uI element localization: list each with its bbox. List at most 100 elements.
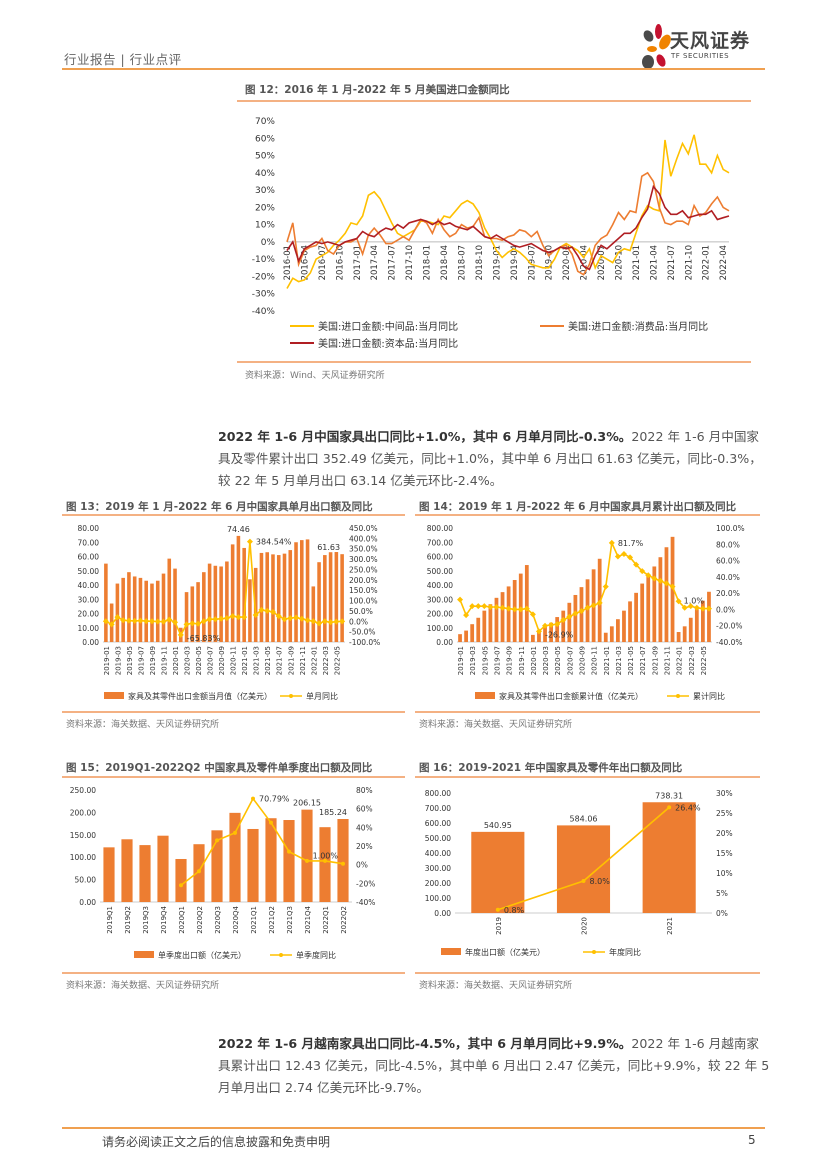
x-tick-label: 2016-07 bbox=[318, 245, 328, 281]
x-tick-label: 2020-09 bbox=[578, 646, 586, 675]
x-tick-label: 2019Q4 bbox=[160, 905, 168, 933]
line-point bbox=[206, 616, 213, 623]
line-point bbox=[200, 618, 207, 625]
bar bbox=[271, 554, 275, 642]
line-point bbox=[511, 606, 518, 613]
x-tick-label: 2020-05 bbox=[554, 646, 562, 675]
fig15-top-rule bbox=[62, 776, 405, 778]
footer-divider bbox=[62, 1127, 765, 1129]
data-label: 738.31 bbox=[655, 791, 683, 800]
fig14-title: 图 14：2019 年 1 月-2022 年 6 月中国家具月累计出口额及同比 bbox=[419, 501, 737, 513]
line-point bbox=[663, 580, 670, 587]
bar bbox=[121, 839, 133, 902]
fig13-source: 资料来源：海关数据、天风证券研究所 bbox=[66, 720, 220, 730]
line-point bbox=[560, 617, 567, 624]
bar bbox=[470, 624, 475, 642]
line-point bbox=[596, 599, 603, 606]
line-point bbox=[705, 605, 712, 612]
x-tick-label: 2020Q3 bbox=[214, 906, 222, 934]
x-tick-label: 2020 bbox=[581, 917, 589, 935]
legend-marker-icon bbox=[676, 694, 680, 698]
x-tick-label: 2019-05 bbox=[481, 646, 489, 675]
x-tick-label: 2021Q4 bbox=[304, 905, 312, 933]
legend-bar-swatch bbox=[134, 951, 154, 958]
data-label: 70.79% bbox=[259, 795, 290, 804]
data-label: 185.24 bbox=[319, 808, 347, 817]
bar bbox=[652, 566, 657, 642]
y-right-tick-label: 20% bbox=[716, 829, 733, 838]
x-tick-label: 2019-09 bbox=[506, 646, 514, 675]
x-tick-label: 2021-10 bbox=[684, 245, 694, 281]
y-left-tick-label: 700.00 bbox=[425, 804, 451, 813]
y-left-tick-label: 50.00 bbox=[78, 567, 100, 576]
header-divider bbox=[62, 68, 765, 70]
line-point bbox=[287, 849, 291, 854]
x-tick-label: 2022-05 bbox=[333, 646, 341, 675]
x-tick-label: 2020-03 bbox=[184, 646, 192, 675]
disclaimer-link[interactable]: 请务必阅读正文之后的信息披露和免责申明 bbox=[102, 1135, 331, 1149]
x-tick-label: 2017-01 bbox=[353, 245, 363, 281]
line-point bbox=[131, 617, 138, 624]
x-tick-label: 2021-09 bbox=[651, 646, 659, 675]
data-label: 584.06 bbox=[570, 814, 598, 823]
x-tick-label: 2016-04 bbox=[300, 245, 310, 281]
y-right-tick-label: 80.0% bbox=[716, 540, 740, 549]
legend-bar-swatch bbox=[441, 948, 461, 955]
paragraph-body: 2022 年 1-6 月中国家具及零件累计出口 352.49 亿美元，同比+1.… bbox=[218, 429, 762, 488]
x-tick-label: 2019-07 bbox=[527, 245, 537, 281]
x-tick-label: 2020-01 bbox=[530, 646, 538, 675]
y-left-tick-label: 100.00 bbox=[425, 894, 451, 903]
legend-swatch bbox=[540, 324, 564, 327]
line-point bbox=[108, 621, 115, 628]
x-tick-label: 2020-11 bbox=[591, 646, 599, 675]
y-left-tick-label: 700.00 bbox=[427, 538, 453, 547]
line-point bbox=[125, 617, 132, 624]
x-tick-label: 2019-03 bbox=[469, 646, 477, 675]
x-tick-label: 2022-01 bbox=[702, 245, 712, 281]
line-point bbox=[627, 554, 634, 561]
line-point bbox=[197, 869, 201, 874]
line-point bbox=[581, 879, 586, 883]
page-number: 5 bbox=[748, 1133, 756, 1147]
y-left-tick-label: 200.00 bbox=[425, 879, 451, 888]
y-tick-label: -30% bbox=[252, 290, 276, 300]
line-point bbox=[298, 615, 305, 622]
line-point bbox=[529, 611, 536, 618]
x-tick-label: 2019-07 bbox=[493, 646, 501, 675]
legend-label: 单月同比 bbox=[306, 691, 338, 701]
y-right-tick-label: -40.0% bbox=[716, 638, 743, 647]
line-point bbox=[667, 805, 672, 810]
y-left-tick-label: 100.00 bbox=[70, 853, 96, 862]
bar bbox=[121, 577, 125, 642]
data-label: 0.8% bbox=[504, 906, 525, 915]
bar bbox=[319, 827, 331, 902]
y-right-tick-label: 100.0% bbox=[716, 524, 745, 533]
y-left-tick-label: 0.00 bbox=[79, 898, 96, 907]
logo-petal-icon bbox=[642, 55, 654, 69]
legend-label: 美国:进口金额:资本品:当月同比 bbox=[318, 339, 459, 350]
y-right-tick-label: 60% bbox=[356, 805, 373, 814]
legend-item: 美国:进口金额:资本品:当月同比 bbox=[290, 335, 458, 350]
x-tick-label: 2021-07 bbox=[639, 646, 647, 675]
legend-swatch bbox=[290, 324, 314, 327]
y-right-tick-label: 25% bbox=[716, 809, 733, 818]
x-tick-label: 2017-07 bbox=[388, 245, 398, 281]
x-tick-label: 2020-04 bbox=[580, 245, 590, 281]
y-left-tick-label: 60.00 bbox=[78, 553, 100, 562]
fig12-bottom-rule bbox=[237, 361, 751, 363]
x-tick-label: 2020-09 bbox=[218, 646, 226, 675]
bar bbox=[482, 610, 487, 642]
x-tick-label: 2019-11 bbox=[518, 646, 526, 675]
x-tick-label: 2020-07 bbox=[597, 245, 607, 281]
y-right-tick-label: 200.0% bbox=[349, 576, 378, 585]
y-right-tick-label: 80% bbox=[356, 786, 373, 795]
bar bbox=[628, 601, 632, 642]
line-point bbox=[321, 618, 328, 625]
fig16-source: 资料来源：海关数据、天风证券研究所 bbox=[419, 981, 573, 991]
report-category: 行业报告 | 行业点评 bbox=[64, 52, 182, 67]
y-left-tick-label: 0.00 bbox=[436, 638, 453, 647]
line-point bbox=[469, 603, 476, 610]
x-tick-label: 2017-04 bbox=[370, 245, 380, 281]
data-label: 26.4% bbox=[675, 803, 701, 812]
y-left-tick-label: 600.00 bbox=[427, 553, 453, 562]
